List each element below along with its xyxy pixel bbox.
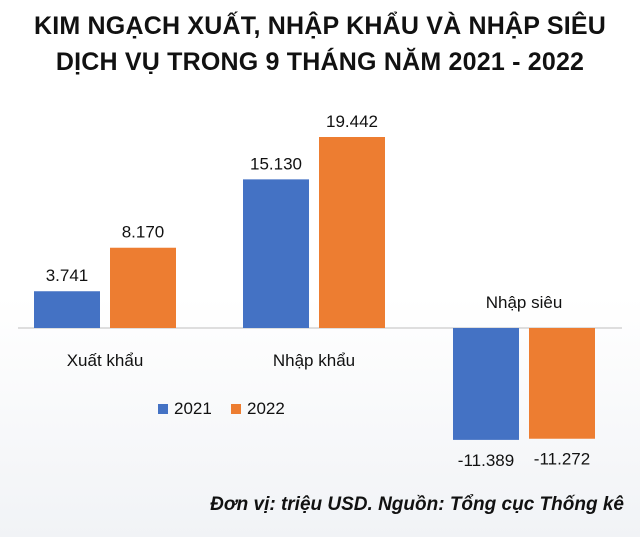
chart-title-line-2: DỊCH VỤ TRONG 9 THÁNG NĂM 2021 - 2022	[55, 48, 585, 76]
bar-2021-2	[453, 328, 519, 440]
source-note: Đơn vị: triệu USD. Nguồn: Tổng cục Thống…	[210, 494, 624, 515]
chart-title-line-1: KIM NGẠCH XUẤT, NHẬP KHẨU VÀ NHẬP SIÊU	[33, 12, 606, 40]
legend-swatch-2021	[158, 404, 168, 414]
data-label-2021-0: 3.741	[46, 266, 89, 285]
category-label-0: Xuất khẩu	[67, 351, 144, 370]
data-label-2022-0: 8.170	[122, 223, 165, 242]
legend-label-2021: 2021	[174, 399, 212, 418]
data-label-2022-2: -11.272	[534, 450, 590, 469]
bar-2021-0	[34, 291, 100, 328]
legend-label-2022: 2022	[247, 399, 285, 418]
bar-2022-2	[529, 328, 595, 439]
legend-swatch-2022	[231, 404, 241, 414]
bar-2021-1	[243, 179, 309, 328]
data-label-2022-1: 19.442	[326, 112, 378, 131]
data-label-2021-2: -11.389	[458, 451, 514, 470]
data-label-2021-1: 15.130	[250, 154, 302, 173]
category-label-1: Nhập khẩu	[273, 351, 355, 370]
bar-2022-1	[319, 137, 385, 328]
category-label-2: Nhập siêu	[486, 293, 563, 312]
bar-2022-0	[110, 247, 176, 328]
